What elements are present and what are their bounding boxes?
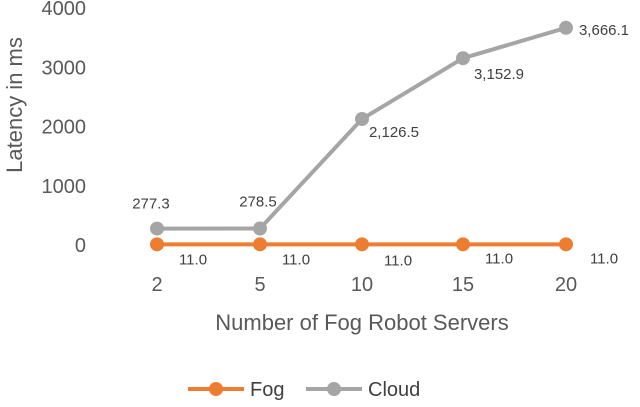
data-point-cloud	[559, 20, 573, 35]
data-point-cloud	[456, 51, 470, 66]
y-tick-label: 3000	[42, 57, 87, 79]
data-label-fog: 11.0	[179, 251, 207, 268]
y-axis-title: Latency in ms	[2, 37, 27, 173]
legend-item-fog: Fog	[188, 379, 284, 401]
y-tick-label: 4000	[42, 0, 87, 20]
data-label-fog: 11.0	[485, 250, 513, 267]
legend-label: Cloud	[368, 379, 420, 401]
data-point-fog	[559, 237, 573, 252]
x-tick-label: 5	[254, 274, 265, 296]
x-tick-label: 2	[151, 274, 162, 296]
data-point-fog	[253, 237, 267, 252]
data-label-cloud: 2,126.5	[369, 124, 419, 141]
data-label-cloud: 3,666.1	[579, 22, 629, 39]
data-point-fog	[150, 237, 164, 252]
legend-swatch-marker	[327, 382, 341, 396]
data-label-fog: 11.0	[384, 252, 412, 269]
data-point-fog	[456, 237, 470, 252]
y-tick-label: 1000	[42, 176, 87, 198]
y-tick-label: 2000	[42, 117, 87, 139]
x-tick-label: 20	[555, 274, 577, 296]
data-label-cloud: 277.3	[132, 196, 170, 213]
data-point-cloud	[150, 221, 164, 236]
data-label-cloud: 278.5	[239, 193, 277, 210]
legend-item-cloud: Cloud	[306, 379, 420, 401]
data-point-fog	[355, 237, 369, 252]
series-line-cloud	[156, 25, 567, 231]
legend-swatch-marker	[209, 382, 223, 396]
legend-label: Fog	[250, 379, 284, 401]
y-tick-label: 0	[75, 235, 86, 257]
data-label-fog: 11.0	[590, 250, 618, 267]
data-point-cloud	[355, 112, 369, 127]
x-tick-label: 10	[351, 274, 373, 296]
data-label-fog: 11.0	[282, 251, 310, 268]
x-axis-title: Number of Fog Robot Servers	[215, 310, 508, 335]
x-tick-label: 15	[452, 274, 474, 296]
data-point-cloud	[253, 221, 267, 236]
data-label-cloud: 3,152.9	[474, 66, 524, 83]
